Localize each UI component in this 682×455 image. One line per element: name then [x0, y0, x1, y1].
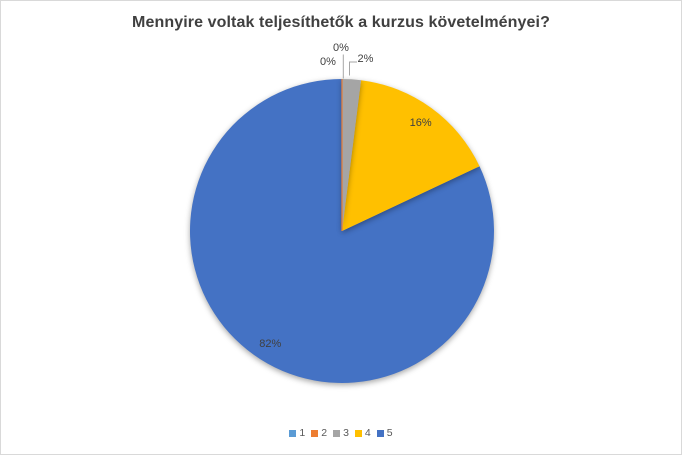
- legend-label-5: 5: [386, 427, 393, 439]
- pie-slice-4: [342, 80, 480, 231]
- data-label-4: 16%: [410, 117, 432, 129]
- legend-label-1: 1: [299, 427, 306, 439]
- legend-swatch-3: [333, 429, 341, 437]
- legend-swatch-1: [289, 429, 297, 437]
- legend-label-2: 2: [321, 427, 328, 439]
- legend-item-3: 3: [333, 428, 349, 439]
- legend-swatch-5: [376, 429, 384, 437]
- legend-item-2: 2: [311, 428, 327, 439]
- chart-legend: 1 2 3 4 5: [1, 428, 681, 439]
- chart-title: Mennyire voltak teljesíthetők a kurzus k…: [132, 14, 550, 31]
- legend-label-3: 3: [343, 427, 349, 439]
- legend-item-4: 4: [354, 427, 371, 439]
- data-label-1: 0%: [320, 56, 336, 68]
- legend-item-1: 1: [289, 428, 305, 439]
- legend-swatch-2: [311, 429, 319, 437]
- data-label-3: 2%: [358, 53, 374, 65]
- leader-line-3: [349, 61, 357, 76]
- legend-label-4: 4: [364, 427, 371, 439]
- pie-slice-3: [342, 79, 362, 231]
- data-label-2: 0%: [333, 42, 349, 54]
- pie-slice-5: [189, 79, 494, 384]
- legend-item-5: 5: [376, 427, 393, 439]
- legend-swatch-4: [354, 429, 362, 437]
- data-label-5: 82%: [259, 338, 281, 350]
